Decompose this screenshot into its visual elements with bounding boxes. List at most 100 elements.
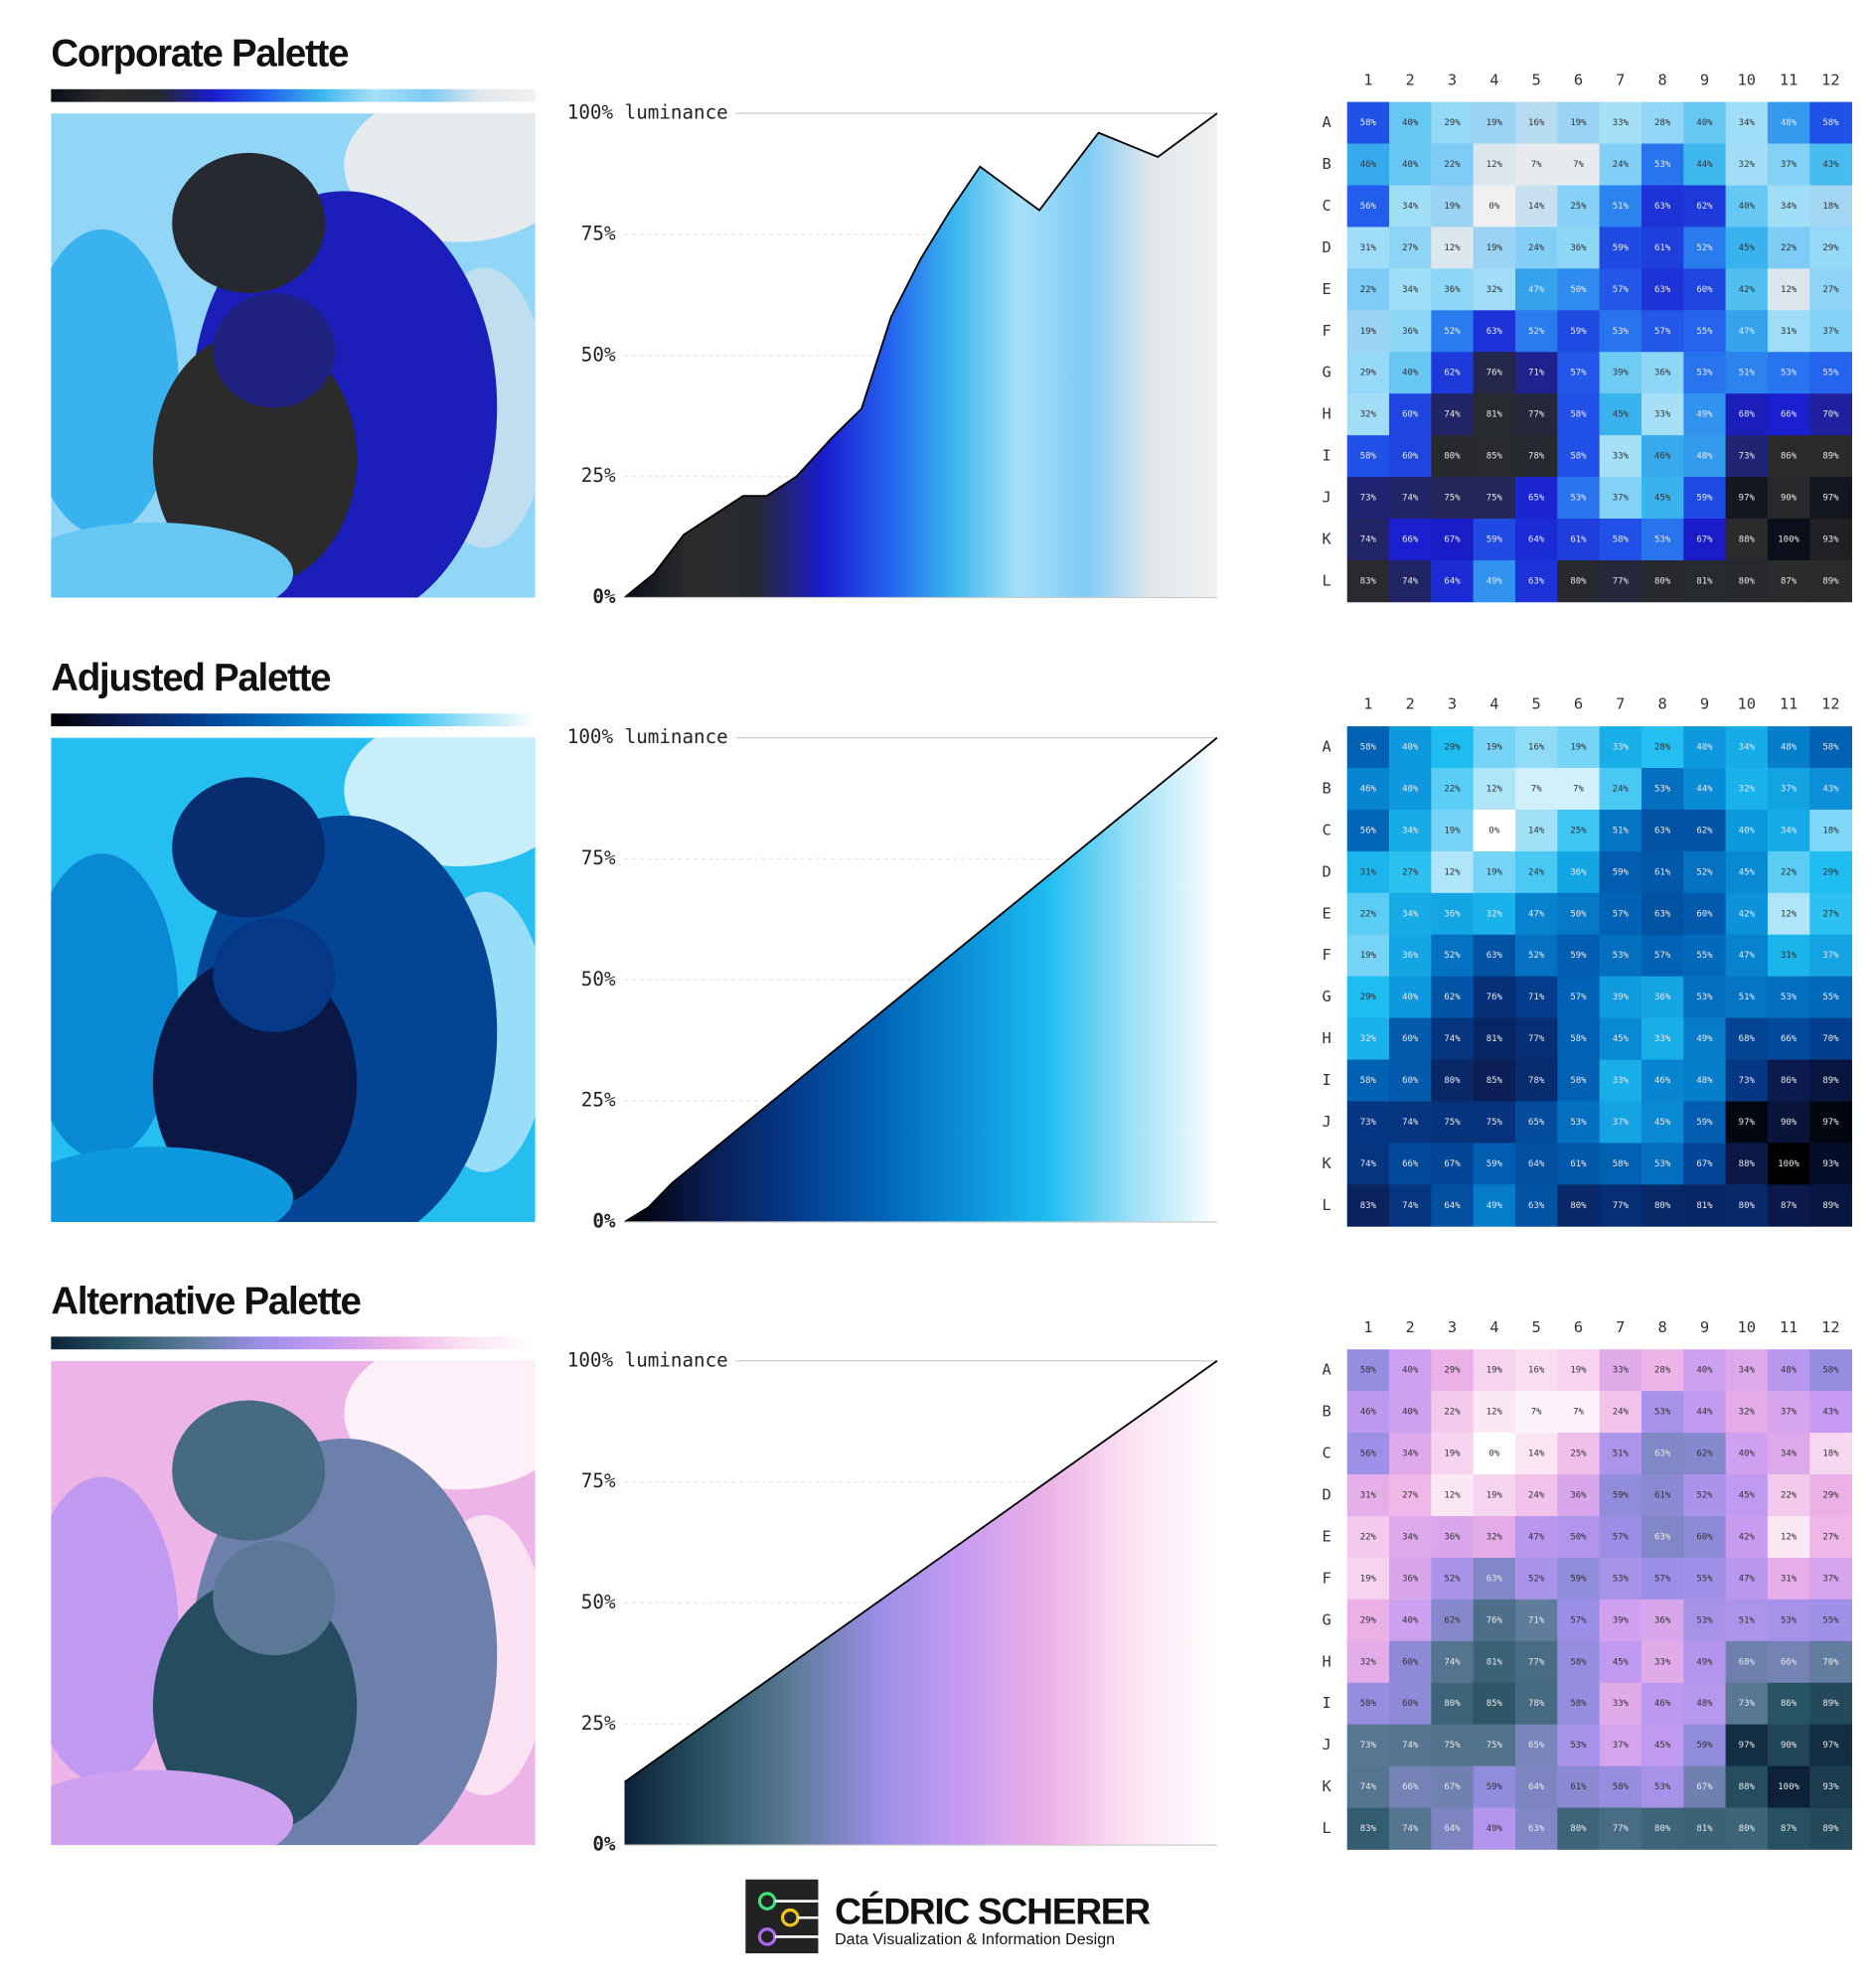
heatmap-cell bbox=[1641, 1474, 1684, 1517]
cell-label: 45% bbox=[1613, 1657, 1630, 1667]
heatmap-cell bbox=[1431, 1433, 1475, 1475]
heatmap-cell bbox=[1557, 518, 1601, 561]
heatmap-cell bbox=[1389, 1599, 1432, 1642]
heatmap-cell bbox=[1767, 892, 1810, 936]
heatmap-cell bbox=[1389, 1724, 1432, 1766]
cell-label: 67% bbox=[1444, 535, 1461, 544]
heatmap-cell bbox=[1431, 559, 1475, 603]
cell-label: 62% bbox=[1444, 369, 1461, 379]
cell-label: 36% bbox=[1570, 867, 1587, 877]
heatmap-cell bbox=[1514, 1599, 1558, 1642]
cell-label: 36% bbox=[1654, 369, 1671, 379]
heatmap-cell bbox=[1473, 934, 1516, 978]
heatmap-cell bbox=[1767, 393, 1810, 436]
heatmap-cell bbox=[1346, 143, 1390, 186]
heatmap-cell bbox=[1599, 477, 1642, 520]
heatmap-cell bbox=[1809, 1515, 1852, 1559]
cell-label: 36% bbox=[1402, 327, 1419, 337]
heatmap-cell bbox=[1725, 1474, 1769, 1517]
cell-label: 53% bbox=[1613, 951, 1630, 961]
cell-label: 80% bbox=[1444, 1699, 1461, 1709]
cell-label: 22% bbox=[1444, 784, 1461, 794]
column-label: 11 bbox=[1780, 71, 1798, 88]
heatmap-cell bbox=[1767, 850, 1810, 894]
cell-label: 83% bbox=[1360, 1824, 1377, 1834]
cell-label: 64% bbox=[1444, 1201, 1461, 1211]
cell-label: 33% bbox=[1654, 410, 1671, 420]
cell-label: 59% bbox=[1613, 867, 1630, 877]
cell-label: 19% bbox=[1486, 118, 1503, 128]
heatmap-cell bbox=[1683, 435, 1726, 478]
heatmap-cell bbox=[1725, 101, 1769, 144]
heatmap-cell bbox=[1725, 268, 1769, 311]
cell-label: 19% bbox=[1360, 327, 1377, 337]
cell-label: 75% bbox=[1486, 1118, 1503, 1128]
heatmap-cell bbox=[1683, 1682, 1726, 1726]
heatmap-cell bbox=[1599, 518, 1642, 561]
heatmap-cell bbox=[1725, 809, 1769, 852]
cell-label: 81% bbox=[1486, 410, 1503, 420]
heatmap-cell bbox=[1346, 518, 1390, 561]
brand-name: CÉDRIC SCHERER bbox=[835, 1891, 1151, 1932]
cell-label: 85% bbox=[1486, 1699, 1503, 1709]
heatmap-cell bbox=[1725, 767, 1769, 811]
cell-label: 67% bbox=[1696, 1159, 1713, 1169]
column-label: 7 bbox=[1616, 1318, 1625, 1336]
row-label: B bbox=[1323, 779, 1331, 797]
cell-label: 31% bbox=[1360, 867, 1377, 877]
column-label: 5 bbox=[1532, 71, 1541, 88]
heatmap-cell bbox=[1431, 850, 1475, 894]
row-label: G bbox=[1323, 364, 1331, 382]
cell-label: 62% bbox=[1444, 1615, 1461, 1625]
row-label: J bbox=[1323, 489, 1331, 507]
cell-label: 58% bbox=[1613, 1782, 1630, 1792]
cell-label: 19% bbox=[1570, 1366, 1587, 1376]
heatmap-cell bbox=[1473, 1143, 1516, 1185]
column-label: 7 bbox=[1616, 695, 1625, 713]
heatmap-cell bbox=[1683, 809, 1726, 852]
cell-label: 32% bbox=[1360, 1034, 1377, 1044]
heatmap-cell bbox=[1346, 1724, 1390, 1766]
heatmap-cell bbox=[1683, 1724, 1726, 1766]
cell-label: 40% bbox=[1402, 784, 1419, 794]
heatmap-cell bbox=[1389, 1807, 1432, 1850]
heatmap-cell bbox=[1641, 393, 1684, 436]
cell-label: 77% bbox=[1528, 1034, 1545, 1044]
cell-label: 40% bbox=[1402, 1408, 1419, 1418]
cell-label: 53% bbox=[1654, 160, 1671, 170]
cell-label: 90% bbox=[1781, 494, 1798, 504]
heatmap-cell bbox=[1431, 809, 1475, 852]
cell-label: 75% bbox=[1444, 1741, 1461, 1751]
cell-label: 32% bbox=[1360, 1657, 1377, 1667]
heatmap-cell bbox=[1725, 850, 1769, 894]
heatmap-cell bbox=[1557, 101, 1601, 144]
heatmap-cell bbox=[1599, 1765, 1642, 1808]
cell-label: 33% bbox=[1654, 1034, 1671, 1044]
cell-label: 55% bbox=[1822, 369, 1839, 379]
heatmap-cell bbox=[1557, 1765, 1601, 1808]
cell-label: 33% bbox=[1613, 452, 1630, 462]
heatmap-cell bbox=[1514, 435, 1558, 478]
heatmap-cell bbox=[1389, 185, 1432, 228]
heatmap-cell bbox=[1599, 892, 1642, 936]
cell-label: 32% bbox=[1739, 784, 1756, 794]
cell-label: 43% bbox=[1822, 1408, 1839, 1418]
cell-label: 22% bbox=[1360, 1532, 1377, 1542]
row-label: E bbox=[1323, 904, 1331, 922]
y-tick-label: 50% bbox=[581, 1591, 616, 1613]
heatmap-cell bbox=[1641, 310, 1684, 353]
cell-label: 64% bbox=[1444, 576, 1461, 586]
cell-label: 60% bbox=[1696, 909, 1713, 919]
cell-label: 51% bbox=[1613, 1450, 1630, 1459]
cell-label: 57% bbox=[1654, 1574, 1671, 1584]
cell-label: 48% bbox=[1696, 1699, 1713, 1709]
heatmap-cell bbox=[1599, 185, 1642, 228]
photo-blob bbox=[51, 522, 293, 598]
cell-label: 0% bbox=[1488, 1450, 1499, 1459]
heatmap-cell bbox=[1389, 1433, 1432, 1475]
heatmap-cell bbox=[1431, 518, 1475, 561]
cell-label: 24% bbox=[1613, 784, 1630, 794]
column-label: 3 bbox=[1448, 695, 1457, 713]
cell-label: 36% bbox=[1570, 243, 1587, 253]
